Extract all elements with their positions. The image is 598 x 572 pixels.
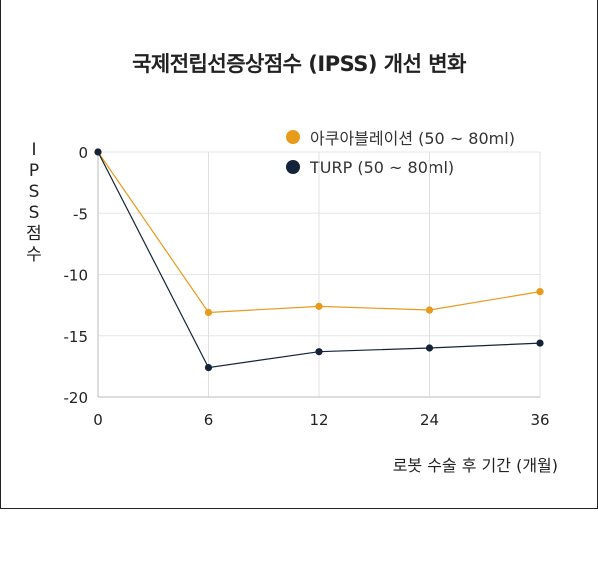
y-tick-label: 0	[78, 144, 88, 162]
chart-frame	[0, 0, 598, 509]
legend-label-turp: TURP (50 ~ 80ml)	[310, 157, 455, 177]
legend-marker-aquablation	[286, 130, 300, 144]
x-tick-label: 36	[530, 411, 549, 429]
chart-title: 국제전립선증상점수 (IPSS) 개선 변화	[132, 52, 466, 76]
data-point-aquablation	[425, 306, 434, 314]
x-axis-label: 로봇 수술 후 기간 (개월)	[392, 456, 558, 475]
x-tick-label: 0	[93, 411, 103, 429]
data-point-turp	[315, 348, 323, 356]
y-axis-label-char: 수	[26, 245, 42, 265]
y-tick-label: -20	[64, 389, 89, 407]
x-tick-label: 12	[309, 411, 328, 429]
y-tick-label: -10	[64, 267, 89, 285]
y-axis-label-char: I	[31, 140, 37, 160]
legend-item-turp: TURP (50 ~ 80ml)	[286, 152, 515, 182]
y-axis-label-char: P	[28, 161, 40, 181]
data-point-aquablation	[315, 302, 323, 310]
y-tick-label: -5	[73, 205, 88, 223]
y-axis-label-char: S	[28, 203, 40, 223]
legend-marker-turp	[286, 160, 300, 174]
legend-label-aquablation: 아쿠아블레이션 (50 ~ 80ml)	[310, 129, 515, 148]
data-point-aquablation	[204, 308, 213, 317]
legend-item-aquablation: 아쿠아블레이션 (50 ~ 80ml)	[286, 122, 515, 152]
legend: 아쿠아블레이션 (50 ~ 80ml) TURP (50 ~ 80ml)	[286, 122, 515, 182]
data-point-aquablation	[536, 288, 544, 296]
y-axis-label-char: S	[28, 182, 40, 202]
data-point-turp	[94, 148, 102, 156]
y-tick-label: -15	[64, 328, 89, 346]
data-point-turp	[536, 339, 544, 347]
data-point-turp	[204, 364, 213, 372]
y-axis-label-char: 점	[26, 224, 42, 244]
data-point-turp	[425, 344, 434, 352]
x-tick-label: 24	[420, 411, 439, 429]
x-tick-label: 6	[204, 411, 214, 429]
